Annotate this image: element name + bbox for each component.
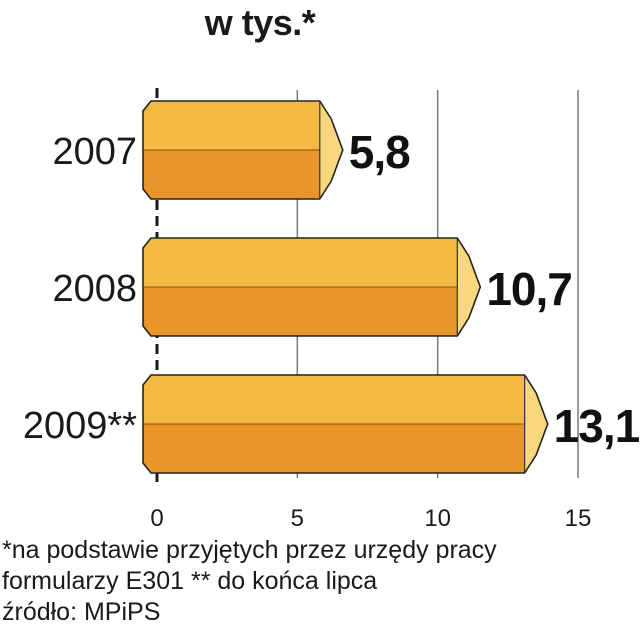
x-tick-label-15: 15 bbox=[565, 505, 592, 532]
category-label-2009**: 2009** bbox=[23, 405, 137, 447]
x-tick-label-5: 5 bbox=[291, 505, 304, 532]
value-label-2008: 10,7 bbox=[486, 263, 572, 315]
footnote-basis: *na podstawie przyjętych przez urzędy pr… bbox=[2, 536, 497, 564]
bar-2008 bbox=[142, 237, 482, 337]
category-label-2007: 2007 bbox=[52, 131, 137, 173]
footnote-period: formularzy E301 ** do końca lipca bbox=[2, 567, 378, 595]
value-label-2007: 5,8 bbox=[349, 126, 410, 178]
bars bbox=[142, 100, 549, 474]
x-tick-label-10: 10 bbox=[424, 505, 451, 532]
bar-2007 bbox=[142, 100, 344, 200]
x-tick-label-0: 0 bbox=[150, 505, 163, 532]
category-label-2008: 2008 bbox=[52, 268, 137, 310]
value-label-2009**: 13,1 bbox=[554, 400, 640, 452]
chart-title: w tys.* bbox=[204, 2, 316, 43]
bar-2009** bbox=[142, 374, 549, 474]
labels: 0 5 10 15 2007 5,8 2008 10,7 2009** 13,1 bbox=[23, 126, 640, 532]
source-note: źródło: MPiPS bbox=[2, 598, 161, 626]
